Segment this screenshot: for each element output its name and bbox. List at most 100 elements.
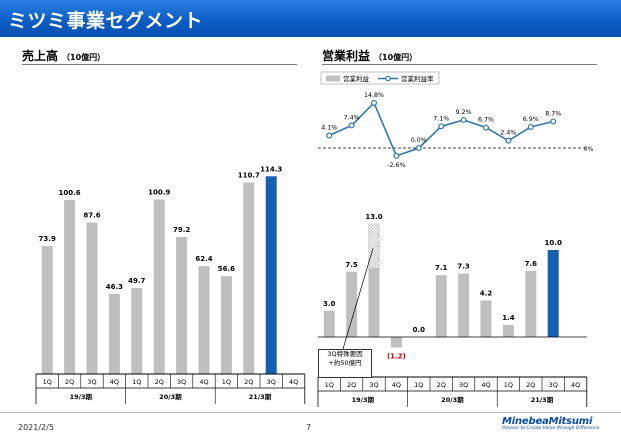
sales-group-label: 19/3期 [70,392,93,401]
profit-tick-label: 3Q [369,381,378,389]
margin-point [415,145,422,152]
margin-data-label: 6.9% [523,116,539,123]
profit-data-label: 10.0 [545,239,562,247]
profit-data-label: (1.2) [387,352,406,360]
sales-bar [176,236,188,374]
margin-data-label: 0.0% [411,137,427,144]
sales-bar [131,288,143,374]
callout-line2: +約50億円 [328,359,362,367]
sales-tick-label: 1Q [43,378,52,386]
sales-tick-label: 3Q [87,378,96,386]
legend-bar-label: 営業利益 [343,74,370,83]
sales-data-label: 110.7 [238,171,260,179]
sales-bar [243,182,255,374]
sales-tick-label: 2Q [244,378,253,386]
margin-point [550,118,557,125]
sales-title-text: 売上高 [22,49,59,63]
profit-bar [480,300,492,337]
sales-tick-label: 3Q [177,378,186,386]
company-logo: MinebeaMitsumi Passion to Create Value t… [502,416,614,431]
profit-title: 営業利益 （10億円） [322,47,417,64]
profit-data-label: 7.3 [457,262,470,270]
profit-tick-label: 4Q [571,381,580,389]
profit-bar [323,310,335,337]
profit-bar [390,337,402,348]
profit-special-segment [368,223,380,269]
legend-line-marker [385,75,391,82]
profit-tick-label: 2Q [437,381,446,389]
sales-data-label: 79.2 [173,226,190,234]
sales-data-label: 100.9 [148,188,170,196]
profit-data-label: 3.0 [323,300,336,308]
sales-data-label: 49.7 [128,277,145,285]
margin-point [438,123,445,130]
sales-data-label: 56.6 [218,265,235,273]
profit-data-label: 7.5 [345,261,358,269]
sales-tick-label: 3Q [267,378,276,386]
margin-data-label: 6.7% [478,117,494,124]
sales-bar [108,293,120,374]
sales-group-label: 21/3期 [249,392,272,401]
sales-tick-label: 2Q [65,378,74,386]
legend-bar-swatch [326,75,340,82]
page-title: ミツミ事業セグメント [8,10,204,32]
profit-group-label: 20/3期 [441,395,464,404]
margin-point [460,116,467,123]
sales-group-label: 20/3期 [159,392,182,401]
sales-tick-label: 1Q [222,378,231,386]
sales-bar [220,276,232,374]
footer-line [0,412,621,413]
profit-unit: （10億円） [374,53,418,62]
callout-line1: 3Q特殊要因 [327,350,363,358]
sales-title: 売上高 （10億円） [22,47,105,64]
profit-data-label: 0.0 [413,326,426,334]
special-factor-callout: 3Q特殊要因 +約50億円 [318,349,372,378]
margin-data-label: 8.7% [545,110,561,117]
profit-bar [547,250,559,337]
footer-date: 2021/2/5 [18,423,54,432]
sales-data-label: 73.9 [39,235,56,243]
profit-bar [368,268,380,337]
header-rule [0,37,621,40]
margin-data-label: 7.1% [433,115,449,122]
margin-point [505,137,512,144]
sales-tick-label: 2Q [155,378,164,386]
profit-bar [502,324,514,337]
profit-group-label: 19/3期 [352,395,375,404]
sales-data-label: 46.3 [106,283,123,291]
margin-data-label: 2.4% [500,130,516,137]
legend-line-label: 営業利益率 [401,74,434,83]
profit-tick-label: 3Q [459,381,468,389]
sales-tick-label: 4Q [110,378,119,386]
profit-bar [458,273,470,337]
profit-tick-label: 4Q [481,381,490,389]
callout-leader-line [342,248,374,350]
profit-tick-label: 2Q [347,381,356,389]
profit-title-underline [322,64,597,65]
profit-group-label: 21/3期 [531,395,554,404]
profit-bar [346,271,358,337]
sales-data-label: 100.6 [59,189,81,197]
margin-data-label: 7.4% [344,114,360,121]
sales-data-label: 114.3 [260,165,282,173]
profit-title-text: 営業利益 [322,49,371,63]
profit-data-label: 7.1 [435,264,448,272]
sales-bar [64,199,76,374]
logo-tagline: Passion to Create Value through Differen… [502,426,600,431]
header-bar: ミツミ事業セグメント [0,0,621,37]
sales-bar [153,199,165,374]
sales-tick-label: 1Q [132,378,141,386]
sales-bar [198,266,210,374]
margin-point [326,132,333,139]
margin-data-label: 4.1% [321,124,337,131]
sales-tick-label: 4Q [289,378,298,386]
logo-name: MinebeaMitsumi [502,416,593,427]
margin-data-label: 14.8% [364,92,384,99]
sales-bar [86,222,98,374]
sales-bar [41,246,53,374]
page-number: 7 [306,423,312,432]
profit-tick-label: 1Q [504,381,513,389]
sales-data-label: 62.4 [195,255,212,263]
margin-point [527,123,534,130]
